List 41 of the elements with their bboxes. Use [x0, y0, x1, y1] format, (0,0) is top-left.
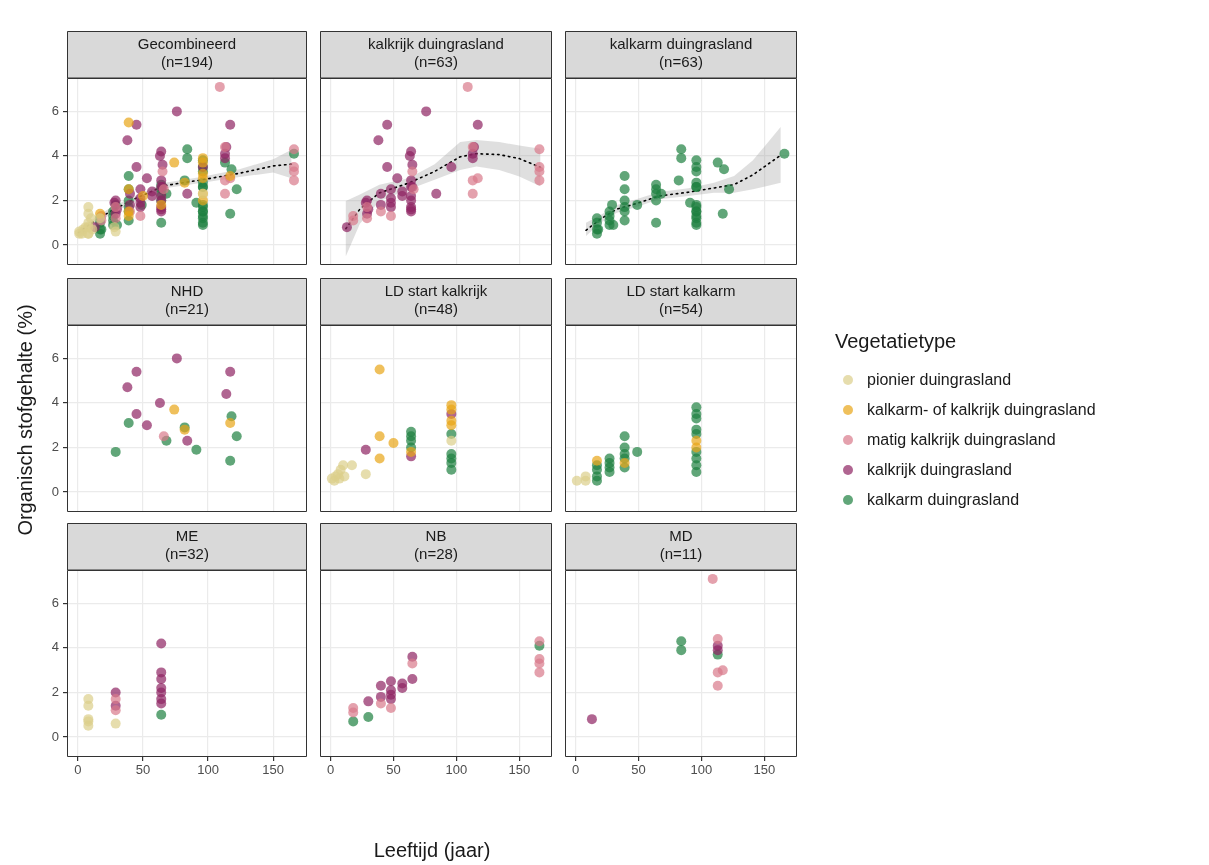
- legend-label: kalkrijk duingrasland: [867, 461, 1012, 479]
- y-tick-label: 6: [51, 349, 59, 365]
- legend-label: pionier duingrasland: [867, 371, 1012, 389]
- chart-title: LD start kalkrijk (n=48): [384, 282, 488, 318]
- legend-label: matig kalkrijk duingrasland: [867, 431, 1056, 449]
- x-tick-label: 150: [753, 762, 776, 778]
- x-tick-label: 100: [197, 762, 219, 778]
- y-tick-label: 0: [51, 483, 59, 499]
- y-tick-label: 4: [51, 147, 59, 163]
- chart-title: Gecombineerd (n=194): [137, 35, 237, 71]
- legend-label: kalkarm- of kalkrijk duingrasland: [867, 401, 1096, 419]
- y-tick-label: 0: [51, 728, 59, 744]
- y-tick-label: 6: [51, 102, 59, 118]
- x-tick-label: 50: [386, 762, 401, 778]
- legend-label: kalkarm duingrasland: [867, 491, 1020, 509]
- y-axis-title: Organisch stofgehalte (%): [13, 304, 37, 536]
- chart-title: MD (n=11): [659, 527, 703, 563]
- y-tick-label: 6: [51, 594, 59, 610]
- x-tick-label: 0: [74, 762, 82, 778]
- chart-title: kalkrijk duingrasland (n=63): [368, 35, 504, 71]
- x-tick-label: 100: [445, 762, 468, 778]
- x-tick-label: 50: [631, 762, 646, 778]
- x-tick-label: 150: [262, 762, 285, 778]
- x-axis-title: Leeftijd (jaar): [373, 838, 491, 862]
- y-tick-label: 0: [51, 236, 59, 252]
- x-tick-label: 150: [508, 762, 531, 778]
- x-tick-label: 0: [571, 762, 580, 778]
- x-tick-label: 100: [690, 762, 713, 778]
- y-tick-label: 4: [51, 639, 59, 655]
- chart-title: NHD (n=21): [165, 282, 209, 318]
- y-tick-label: 4: [51, 394, 59, 410]
- x-tick-label: 50: [135, 762, 151, 778]
- chart-title: NB (n=28): [414, 527, 458, 563]
- chart-title: LD start kalkarm (n=54): [626, 282, 736, 318]
- y-tick-label: 2: [51, 439, 59, 455]
- y-tick-label: 2: [51, 192, 59, 208]
- y-tick-label: 2: [51, 684, 59, 700]
- legend-title: Vegetatietype: [835, 330, 958, 353]
- x-tick-label: 0: [326, 762, 335, 778]
- chart-title: ME (n=32): [165, 527, 209, 563]
- chart-title: kalkarm duingrasland (n=63): [609, 35, 753, 71]
